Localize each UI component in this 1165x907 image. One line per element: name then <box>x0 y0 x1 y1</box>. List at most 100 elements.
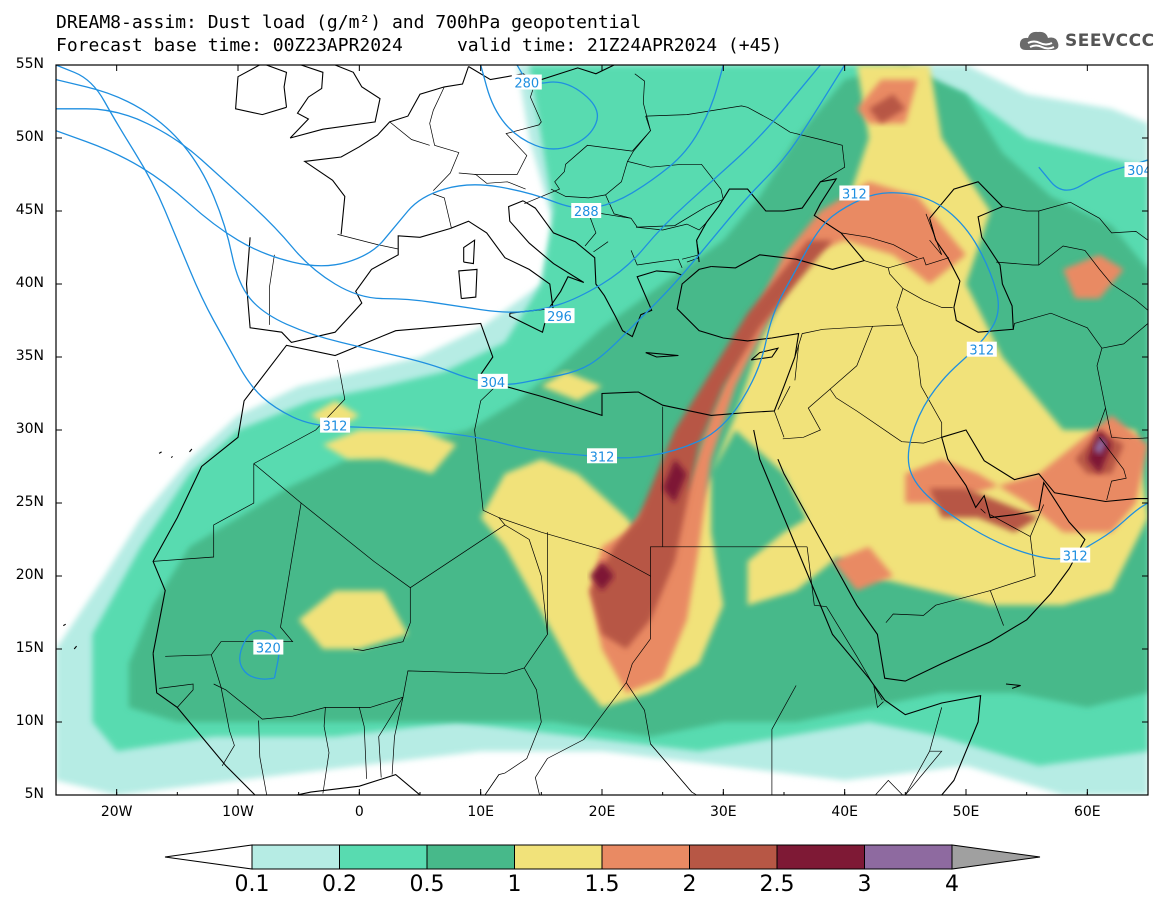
country-border <box>253 359 346 464</box>
country-border <box>1101 323 1148 349</box>
lat-label: 40N <box>15 275 44 291</box>
country-border <box>650 743 693 793</box>
country-border <box>806 546 883 701</box>
lat-label: 35N <box>15 348 44 364</box>
colorbar <box>164 844 1041 870</box>
country-border <box>1105 408 1148 440</box>
country-border <box>153 463 255 562</box>
lon-label: 50E <box>952 804 980 820</box>
contour-label: 320 <box>256 642 281 657</box>
contour-label-background <box>839 185 870 201</box>
contour-label: 312 <box>969 344 994 359</box>
country-border <box>498 517 663 577</box>
colorbar-label: 2.5 <box>759 872 795 897</box>
colorbar-label: 0.1 <box>234 872 270 897</box>
country-border <box>213 524 548 720</box>
coastline <box>152 653 421 795</box>
country-border <box>484 774 500 795</box>
country-border <box>980 508 986 514</box>
coastline <box>522 200 683 338</box>
forecast-time-subtitle: Forecast base time: 00Z23APR2024 valid t… <box>56 35 783 56</box>
country-border <box>902 324 943 438</box>
contour-label: 312 <box>1063 550 1088 565</box>
country-border <box>794 324 903 358</box>
colorbar-label: 0.2 <box>322 872 357 897</box>
dust-field-level-4 <box>832 546 894 591</box>
colorbar-swatch <box>864 844 953 870</box>
lon-label: 10W <box>222 804 254 820</box>
country-border <box>300 502 411 651</box>
country-border <box>1038 201 1148 241</box>
country-border <box>550 188 606 199</box>
colorbar-label: 2 <box>682 872 697 897</box>
contour-label-background <box>320 417 351 433</box>
lat-label: 15N <box>15 640 44 656</box>
axis-ticks <box>55 64 1149 796</box>
coastline <box>152 322 775 654</box>
country-border <box>888 257 950 269</box>
country-border <box>605 161 707 228</box>
country-border <box>686 257 700 263</box>
geopotential-line <box>56 65 1148 560</box>
dust-field-level-4 <box>589 181 966 693</box>
contour-label-background <box>253 639 284 655</box>
lon-label: 20E <box>588 804 616 820</box>
country-border <box>322 707 330 794</box>
contour-label-background <box>571 203 602 218</box>
geopotential-line <box>56 65 822 313</box>
country-border <box>389 121 430 146</box>
country-border <box>625 576 943 795</box>
map-title: DREAM8-assim: Dust load (g/m²) and 700hP… <box>56 12 642 33</box>
country-border <box>771 685 797 795</box>
country-border <box>840 232 918 259</box>
contour-label: 280 <box>514 77 539 92</box>
lat-label: 55N <box>15 56 44 72</box>
country-border <box>524 144 633 205</box>
country-border <box>829 326 873 390</box>
country-border <box>632 73 651 152</box>
country-border <box>902 288 953 308</box>
country-border <box>989 590 1004 626</box>
dust-field-level-5 <box>868 94 906 124</box>
coastline <box>289 65 324 139</box>
lon-label: 30E <box>709 804 737 820</box>
dust-field-level-3 <box>541 371 602 401</box>
coastline <box>676 265 800 412</box>
coastline-layer <box>63 65 1148 795</box>
colorbar-label: 4 <box>945 872 959 897</box>
coastline <box>450 200 585 313</box>
country-border <box>635 222 707 231</box>
contour-label-background <box>1060 547 1091 563</box>
lat-label: 20N <box>15 567 44 583</box>
colorbar-label: 0.5 <box>409 872 445 897</box>
colorbar-swatch <box>426 844 515 870</box>
cloud-icon <box>1019 31 1059 50</box>
coastline <box>170 455 173 459</box>
country-border <box>874 750 943 795</box>
country-border <box>782 388 942 444</box>
contour-label-background <box>1124 162 1148 178</box>
coastline <box>290 65 381 139</box>
country-border <box>773 410 785 438</box>
lon-label: 20W <box>100 804 133 820</box>
country-border <box>626 115 724 207</box>
colorbar-high-arrow <box>951 844 1041 870</box>
logo-text: SEEVCCC <box>1065 31 1155 51</box>
coastline <box>777 429 1148 682</box>
lat-label: 45N <box>15 202 44 218</box>
country-border <box>925 213 943 256</box>
lon-label: 10E <box>467 804 494 820</box>
colorbar-low-arrow <box>164 844 253 870</box>
coastline <box>645 352 679 358</box>
contour-label: 312 <box>323 420 348 435</box>
country-border <box>429 86 460 191</box>
contour-label: 312 <box>590 450 615 465</box>
coastline <box>753 429 982 795</box>
contour-labels: 280 288 296 304 304 312 312 312 312 312 320 <box>253 74 1148 657</box>
lat-label: 10N <box>15 713 44 729</box>
seevccc-logo: SEEVCCC <box>1018 26 1155 56</box>
contour-label-background <box>966 341 997 357</box>
country-border <box>885 575 1036 623</box>
coastline <box>245 227 451 344</box>
